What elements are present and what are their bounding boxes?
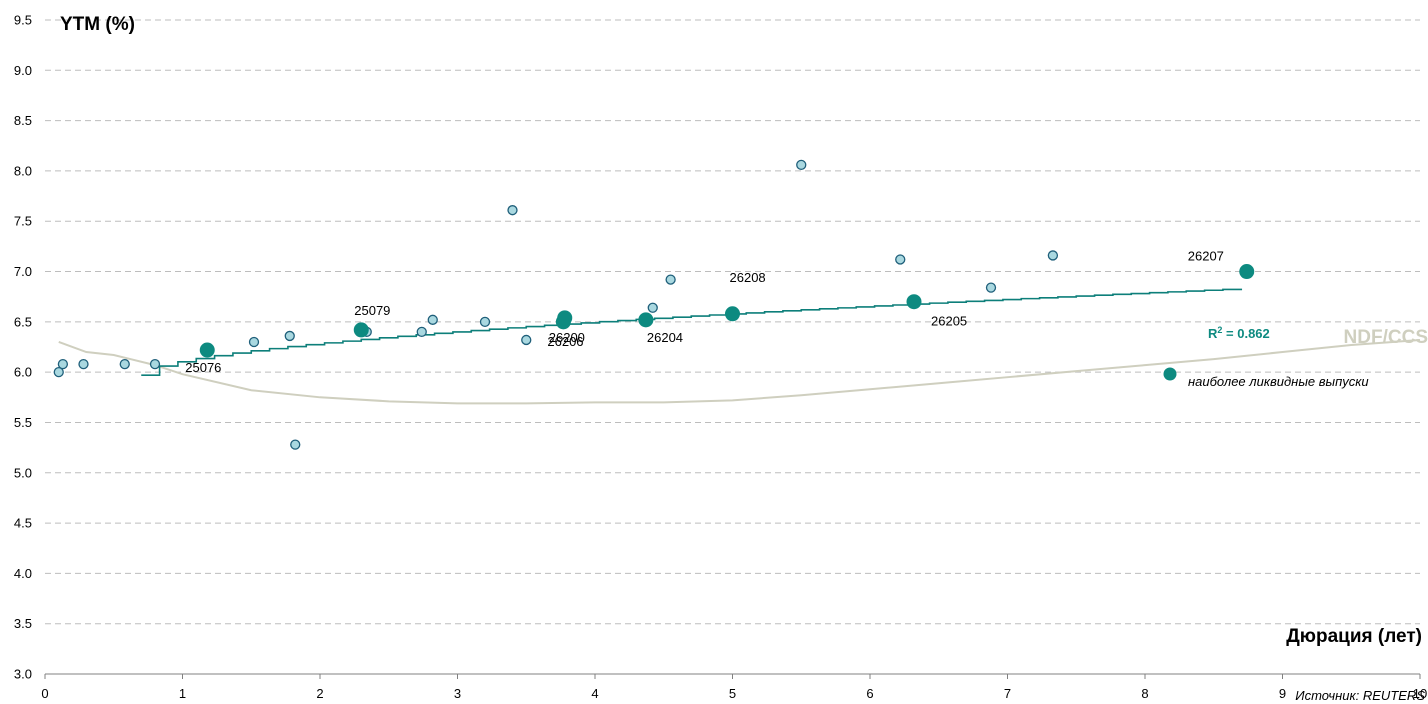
y-tick-label: 9.5	[14, 13, 32, 28]
bond-point	[290, 439, 301, 450]
liquid-bond-point	[725, 306, 740, 322]
trend-line	[141, 288, 1243, 376]
x-tick-label: 1	[179, 686, 186, 701]
ndf-ccs-curve	[58, 338, 1421, 405]
bond-point	[647, 302, 658, 313]
bond-label: 26207	[1188, 249, 1224, 264]
x-axis-title: Дюрация (лет)	[1286, 626, 1422, 647]
x-tick-label: 10	[1413, 686, 1427, 701]
y-tick-label: 6.5	[14, 314, 32, 329]
liquid-bond-point	[353, 322, 369, 338]
liquid-bond-points	[199, 264, 1255, 358]
legend-label: наиболее ликвидные выпуски	[1188, 374, 1369, 389]
bond-point	[248, 336, 260, 348]
bond-point	[665, 274, 676, 285]
bond-point	[507, 205, 518, 216]
liquid-bond-point	[906, 294, 922, 310]
other-bond-points	[53, 159, 1059, 450]
bond-point	[78, 358, 89, 370]
grid-lines	[45, 19, 1420, 625]
x-tick-label: 8	[1141, 686, 1148, 701]
x-tick-label: 0	[41, 686, 48, 701]
bond-point	[895, 254, 906, 265]
y-axis-tick-labels: 3.0 3.5 4.0 4.5 5.0 5.5 6.0 6.5 7.0 7.5 8.0 8.5 9.0 9…	[14, 13, 32, 682]
x-tick-label: 6	[866, 686, 873, 701]
bond-point	[985, 282, 997, 293]
x-tick-label: 4	[591, 686, 598, 701]
y-tick-label: 3.5	[14, 616, 32, 631]
bond-label: 25079	[354, 303, 390, 318]
bond-label: 26204	[647, 330, 683, 345]
liquid-bond-point	[1239, 264, 1255, 280]
bond-point	[427, 314, 438, 325]
x-tick-label: 2	[316, 686, 323, 701]
bond-point	[416, 326, 427, 338]
bond-point	[284, 330, 295, 342]
bond-point	[521, 334, 532, 346]
legend-marker	[1163, 367, 1177, 381]
x-axis-tick-labels: 0 1 2 3 4 5 6 7 8 9 10	[41, 686, 1427, 701]
y-tick-label: 4.5	[14, 516, 32, 531]
ndf-ccs-label: NDF/CCS	[1344, 327, 1428, 348]
y-axis-title: YTM (%)	[60, 14, 135, 35]
bond-label: 26208	[730, 270, 766, 285]
bond-label: 25076	[185, 360, 221, 375]
bond-point	[796, 159, 807, 171]
source-label: Источник: REUTERS	[1295, 688, 1425, 703]
r-squared-label: R2 = 0.862	[1208, 325, 1270, 341]
x-axis-ticks	[44, 674, 1421, 679]
bond-label: 26200	[549, 330, 585, 345]
liquid-bond-point	[199, 342, 215, 358]
legend: наиболее ликвидные выпуски	[1163, 367, 1369, 389]
bond-point	[149, 358, 161, 370]
x-tick-label: 3	[454, 686, 461, 701]
y-tick-label: 9.0	[14, 63, 32, 78]
y-tick-label: 4.0	[14, 566, 32, 581]
bond-label: 26206	[547, 334, 583, 349]
liquid-bond-point	[557, 310, 573, 326]
x-tick-label: 5	[729, 686, 736, 701]
y-tick-label: 8.0	[14, 163, 32, 178]
bond-point	[57, 358, 69, 370]
y-tick-label: 8.5	[14, 113, 32, 128]
x-tick-label: 9	[1279, 686, 1286, 701]
bond-point	[53, 367, 64, 378]
bond-point	[1047, 250, 1059, 261]
y-tick-label: 5.0	[14, 465, 32, 480]
bond-label: 26205	[931, 314, 967, 329]
y-tick-label: 5.5	[14, 415, 32, 430]
bond-point	[479, 316, 491, 327]
y-tick-label: 7.0	[14, 264, 32, 279]
x-tick-label: 7	[1004, 686, 1011, 701]
y-tick-label: 6.0	[14, 365, 32, 380]
bond-point	[119, 358, 130, 370]
y-tick-label: 7.5	[14, 214, 32, 229]
liquid-bond-point	[638, 312, 654, 328]
y-tick-label: 3.0	[14, 667, 32, 682]
